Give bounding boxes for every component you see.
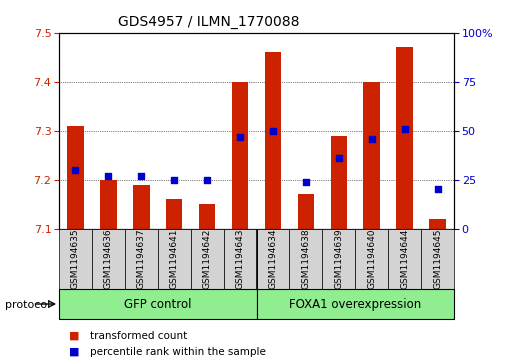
Text: protocol: protocol <box>5 300 50 310</box>
Bar <box>232 82 248 229</box>
Bar <box>364 82 380 229</box>
Bar <box>67 126 84 229</box>
Bar <box>224 229 256 289</box>
Point <box>170 177 179 183</box>
Bar <box>125 229 158 289</box>
Point <box>71 167 80 173</box>
Bar <box>100 180 116 229</box>
Text: GFP control: GFP control <box>124 298 191 310</box>
Bar <box>388 229 421 289</box>
Point <box>433 187 442 192</box>
Text: GSM1194634: GSM1194634 <box>268 228 278 289</box>
Text: GSM1194640: GSM1194640 <box>367 228 376 289</box>
Point <box>104 173 112 179</box>
Bar <box>256 289 454 319</box>
Point <box>137 173 145 179</box>
Text: GSM1194635: GSM1194635 <box>71 228 80 289</box>
Bar <box>191 229 224 289</box>
Point <box>401 126 409 132</box>
Bar <box>92 229 125 289</box>
Bar <box>355 229 388 289</box>
Bar <box>322 229 355 289</box>
Bar <box>158 229 191 289</box>
Bar <box>298 194 314 229</box>
Text: GSM1194637: GSM1194637 <box>137 228 146 289</box>
Text: ■: ■ <box>69 347 80 357</box>
Text: GSM1194644: GSM1194644 <box>400 228 409 289</box>
Text: GSM1194642: GSM1194642 <box>203 228 212 289</box>
Text: ■: ■ <box>69 331 80 341</box>
Point <box>203 177 211 183</box>
Bar <box>133 184 149 229</box>
Bar <box>59 229 92 289</box>
Text: GSM1194641: GSM1194641 <box>170 228 179 289</box>
Point <box>334 155 343 161</box>
Bar <box>397 48 413 229</box>
Text: percentile rank within the sample: percentile rank within the sample <box>90 347 266 357</box>
Bar <box>421 229 454 289</box>
Bar <box>265 52 281 229</box>
Point <box>302 179 310 184</box>
Text: GDS4957 / ILMN_1770088: GDS4957 / ILMN_1770088 <box>118 15 300 29</box>
Point <box>236 134 244 139</box>
Bar <box>429 219 446 229</box>
Text: GSM1194639: GSM1194639 <box>334 228 343 289</box>
Text: GSM1194636: GSM1194636 <box>104 228 113 289</box>
Bar <box>330 135 347 229</box>
Bar <box>59 289 256 319</box>
Text: FOXA1 overexpression: FOXA1 overexpression <box>289 298 421 310</box>
Point <box>269 128 277 134</box>
Bar <box>256 229 289 289</box>
Text: GSM1194645: GSM1194645 <box>433 228 442 289</box>
Bar <box>289 229 322 289</box>
Text: GSM1194638: GSM1194638 <box>301 228 310 289</box>
Text: GSM1194643: GSM1194643 <box>235 228 245 289</box>
Bar <box>166 199 183 229</box>
Bar <box>199 204 215 229</box>
Text: transformed count: transformed count <box>90 331 187 341</box>
Point <box>368 136 376 142</box>
